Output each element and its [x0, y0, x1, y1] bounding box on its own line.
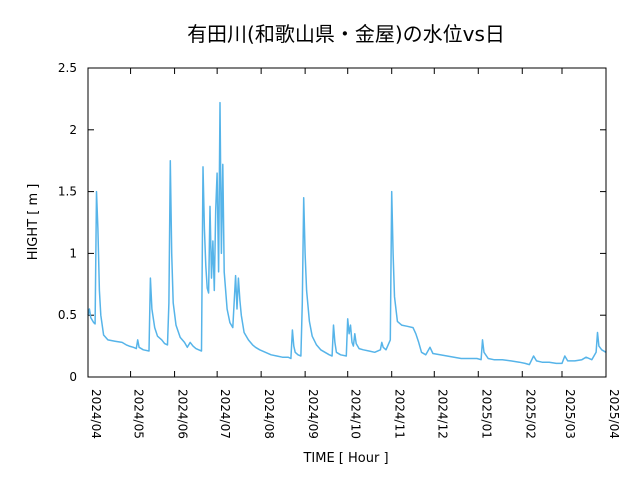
- x-tick-label: 2024/10: [349, 389, 363, 439]
- x-tick-label: 2025/03: [563, 389, 577, 439]
- chart-title: 有田川(和歌山県・金屋)の水位vs日: [187, 22, 505, 46]
- x-tick-label: 2024/06: [176, 389, 190, 439]
- water-level-line: [87, 101, 607, 366]
- y-tick-label: 0.5: [58, 308, 77, 322]
- x-tick-label: 2024/04: [89, 389, 103, 439]
- y-tick-label: 0: [69, 370, 77, 384]
- x-tick-label: 2025/02: [523, 389, 537, 439]
- y-tick-label: 2.5: [58, 61, 77, 75]
- y-axis-ticks: 0 0.5 1 1.5 2 2.5: [58, 61, 606, 384]
- x-axis-label: TIME [ Hour ]: [302, 451, 388, 466]
- y-tick-label: 2: [69, 123, 77, 137]
- x-tick-label: 2024/09: [306, 389, 320, 439]
- y-axis-label: HIGHT [ m ]: [26, 184, 41, 261]
- x-tick-label: 2025/04: [607, 389, 621, 439]
- y-tick-label: 1: [69, 246, 77, 260]
- x-tick-label: 2024/05: [132, 389, 146, 439]
- x-tick-label: 2024/12: [435, 389, 449, 439]
- y-tick-label: 1.5: [58, 185, 77, 199]
- x-tick-label: 2024/11: [393, 389, 407, 439]
- x-axis-ticks: 2024/04 2024/05 2024/06 2024/07 2024/08 2024/…: [87, 68, 621, 439]
- x-tick-label: 2024/08: [262, 389, 276, 439]
- x-tick-label: 2025/01: [479, 389, 493, 439]
- plot-frame: [87, 67, 607, 378]
- x-tick-label: 2024/07: [218, 389, 232, 439]
